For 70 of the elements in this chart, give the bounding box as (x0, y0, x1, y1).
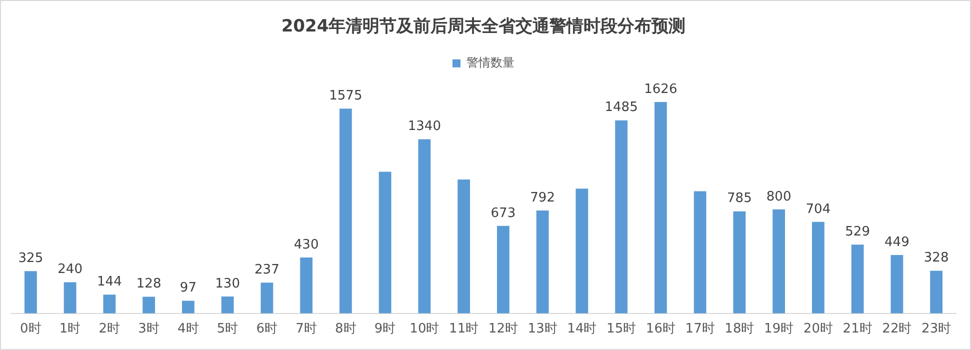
x-tick-label: 19时 (764, 322, 794, 337)
bar (260, 282, 274, 314)
x-tick-label: 4时 (178, 322, 199, 337)
x-tick-label: 22时 (882, 322, 912, 337)
data-label: 785 (727, 191, 752, 206)
data-label: 1575 (329, 88, 362, 104)
x-tick-label: 15时 (606, 322, 636, 337)
x-tick-label: 9时 (374, 322, 396, 337)
data-label: 328 (924, 250, 949, 266)
data-label: 673 (490, 206, 516, 221)
x-tick-label: 14时 (567, 322, 597, 337)
x-tick-label: 17时 (685, 322, 715, 337)
x-tick-label: 0时 (20, 322, 42, 337)
bar (103, 294, 116, 314)
bar (615, 120, 628, 314)
bar (812, 222, 824, 314)
bar (772, 209, 786, 314)
bar (930, 270, 943, 314)
bar (221, 296, 234, 314)
x-tick-label: 10时 (410, 322, 440, 337)
data-label: 240 (58, 262, 82, 278)
x-tick-label: 6时 (256, 322, 278, 337)
x-tick-label: 2时 (98, 322, 120, 337)
bar (496, 226, 510, 314)
bar (64, 282, 76, 314)
bar (300, 258, 313, 314)
x-tick-label: 12时 (488, 322, 518, 337)
x-tick-label: 5时 (216, 322, 238, 337)
data-label: 792 (530, 190, 555, 206)
bar (890, 255, 904, 314)
data-label: 325 (18, 251, 44, 266)
data-label: 1626 (644, 82, 678, 97)
data-label: 704 (806, 202, 831, 217)
bar (576, 188, 588, 314)
bar (182, 300, 194, 314)
data-label: 1340 (408, 119, 441, 134)
bar (378, 172, 392, 314)
bar (24, 271, 37, 314)
bar (851, 244, 864, 314)
data-label: 1485 (604, 100, 638, 116)
x-tick-label: 20时 (803, 322, 833, 337)
bar (694, 191, 706, 314)
bar (733, 211, 746, 314)
bar (536, 210, 549, 314)
x-tick-label: 7时 (296, 322, 317, 337)
bar (654, 102, 667, 314)
x-tick-label: 18时 (724, 322, 754, 337)
data-label: 97 (180, 280, 196, 296)
x-tick-label: 16时 (646, 322, 676, 337)
data-label: 800 (766, 189, 792, 204)
bar (418, 139, 431, 314)
data-label: 237 (254, 262, 280, 278)
bar (339, 108, 352, 314)
data-label: 130 (215, 276, 240, 292)
bar (142, 296, 156, 314)
x-tick-label: 21时 (842, 322, 872, 337)
legend-label: 警情数量 (466, 56, 514, 70)
x-tick-label: 13时 (528, 322, 558, 337)
bar (458, 180, 470, 314)
chart-title: 2024年清明节及前后周末全省交通警情时段分布预测 (281, 16, 686, 37)
x-tick-label: 23时 (922, 322, 952, 337)
x-tick-label: 8时 (335, 322, 356, 337)
data-label: 449 (884, 234, 910, 250)
data-label: 128 (136, 276, 162, 292)
data-label: 430 (294, 237, 319, 252)
x-tick-label: 11时 (449, 322, 479, 337)
data-label: 529 (845, 224, 870, 240)
x-tick-label: 1时 (59, 322, 81, 337)
data-label: 144 (97, 274, 122, 290)
x-tick-label: 3时 (138, 322, 160, 337)
